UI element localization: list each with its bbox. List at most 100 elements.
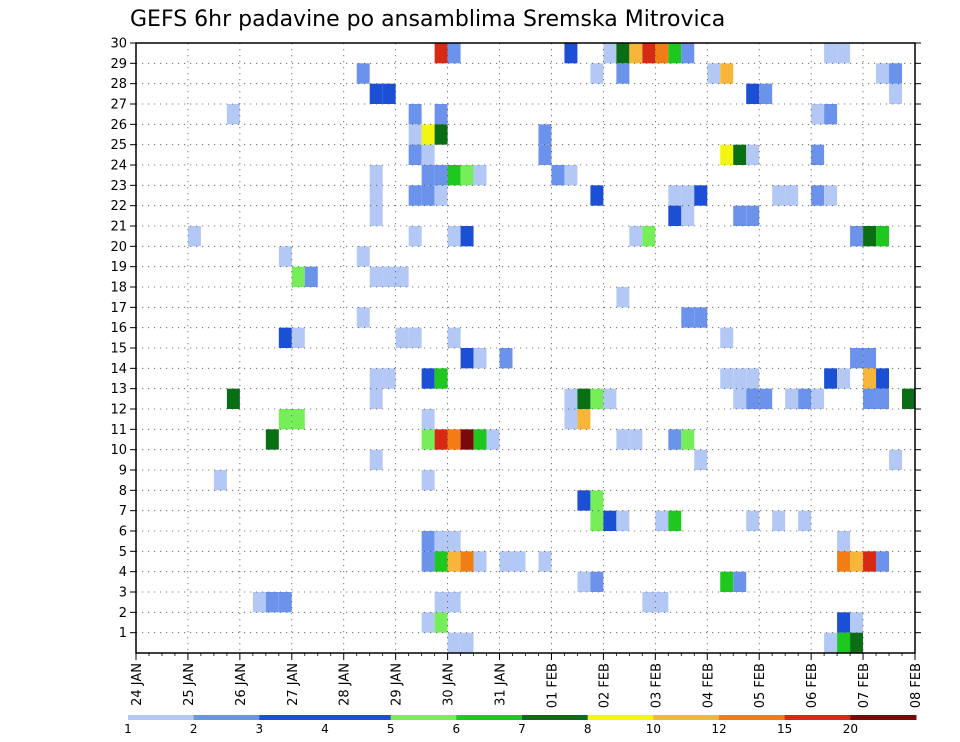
heatmap-cell: [889, 63, 903, 84]
colorbar-label: 1: [124, 722, 132, 736]
heatmap-cell: [512, 551, 526, 572]
heatmap-cell: [434, 124, 448, 145]
heatmap-cell: [538, 124, 552, 145]
heatmap-cell: [590, 388, 604, 409]
heatmap-cell: [369, 165, 383, 186]
heatmap-cell: [746, 144, 760, 165]
heatmap-cell: [837, 632, 851, 653]
heatmap-cell: [447, 226, 461, 247]
heatmap-cell: [681, 205, 695, 226]
heatmap-cell: [824, 368, 838, 389]
heatmap-cell: [421, 612, 435, 633]
y-tick-label: 2: [119, 606, 127, 621]
y-tick-label: 26: [110, 118, 127, 133]
heatmap-cell: [733, 368, 747, 389]
x-tick-label: 01 FEB: [545, 663, 560, 708]
heatmap-cell: [811, 144, 825, 165]
heatmap-cell: [616, 429, 630, 450]
colorbar-label: 15: [777, 722, 792, 736]
heatmap-cell: [590, 185, 604, 206]
heatmap-cell: [629, 43, 643, 64]
heatmap-cell: [499, 551, 513, 572]
colorbar-swatch: [719, 715, 786, 720]
y-tick-label: 28: [110, 77, 127, 92]
heatmap-cell: [694, 185, 708, 206]
y-tick-label: 17: [110, 301, 127, 316]
colorbar-label: 10: [646, 722, 661, 736]
heatmap-cell: [863, 348, 877, 369]
heatmap-cells: [187, 43, 915, 653]
heatmap-cell: [681, 307, 695, 328]
heatmap-cell: [460, 226, 474, 247]
heatmap-cell: [421, 144, 435, 165]
colorbar-swatch: [128, 715, 195, 720]
heatmap-cell: [642, 592, 656, 613]
heatmap-cell: [590, 510, 604, 531]
y-tick-label: 13: [110, 382, 127, 397]
x-tick-label: 03 FEB: [649, 663, 664, 708]
heatmap-cell: [460, 632, 474, 653]
heatmap-cell: [746, 83, 760, 104]
heatmap-cell: [499, 348, 513, 369]
heatmap-cell: [850, 612, 864, 633]
heatmap-cell: [590, 490, 604, 511]
heatmap-cell: [304, 266, 318, 287]
heatmap-cell: [733, 571, 747, 592]
heatmap-cell: [603, 510, 617, 531]
heatmap-cell: [278, 246, 292, 267]
heatmap-cell: [460, 551, 474, 572]
heatmap-cell: [629, 429, 643, 450]
heatmap-cell: [278, 409, 292, 430]
heatmap-cell: [408, 185, 422, 206]
x-tick-label: 24 JAN: [130, 663, 145, 706]
heatmap-cell: [707, 63, 721, 84]
x-tick-label: 30 JAN: [442, 663, 457, 706]
heatmap-cell: [369, 388, 383, 409]
heatmap-cell: [473, 165, 487, 186]
heatmap-cell: [434, 592, 448, 613]
heatmap-cell: [395, 266, 409, 287]
heatmap-cell: [564, 388, 578, 409]
heatmap-cell: [642, 226, 656, 247]
heatmap-cell: [616, 43, 630, 64]
heatmap-cell: [668, 510, 682, 531]
heatmap-cell: [356, 63, 370, 84]
heatmap-cell: [408, 104, 422, 125]
y-tick-label: 25: [110, 138, 127, 153]
colorbar-label: 4: [321, 722, 329, 736]
colorbar-swatch: [193, 715, 260, 720]
y-tick-label: 23: [110, 179, 127, 194]
colorbar-label: 3: [256, 722, 264, 736]
heatmap-cell: [616, 510, 630, 531]
heatmap-cell: [421, 368, 435, 389]
heatmap-cell: [746, 510, 760, 531]
y-tick-label: 3: [119, 586, 127, 601]
heatmap-cell: [434, 551, 448, 572]
heatmap-cell: [876, 63, 890, 84]
y-tick-label: 20: [110, 240, 127, 255]
colorbar-label: 2: [190, 722, 198, 736]
heatmap-cell: [824, 43, 838, 64]
x-tick-label: 06 FEB: [805, 663, 820, 708]
heatmap-cell: [460, 429, 474, 450]
heatmap-cell: [460, 348, 474, 369]
heatmap-cell: [564, 165, 578, 186]
y-tick-label: 21: [110, 220, 127, 235]
heatmap-cell: [421, 429, 435, 450]
heatmap-cell: [850, 226, 864, 247]
heatmap-cell: [811, 185, 825, 206]
x-tick-label: 26 JAN: [234, 663, 249, 706]
heatmap-cell: [421, 531, 435, 552]
heatmap-cell: [694, 307, 708, 328]
heatmap-cell: [629, 226, 643, 247]
y-tick-label: 4: [119, 565, 127, 580]
heatmap-cell: [733, 144, 747, 165]
heatmap-cell: [564, 43, 578, 64]
colorbar-label: 6: [453, 722, 461, 736]
heatmap-cell: [577, 409, 591, 430]
heatmap-cell: [265, 592, 279, 613]
heatmap-cell: [863, 368, 877, 389]
heatmap-cell: [590, 63, 604, 84]
heatmap-cell: [447, 551, 461, 572]
